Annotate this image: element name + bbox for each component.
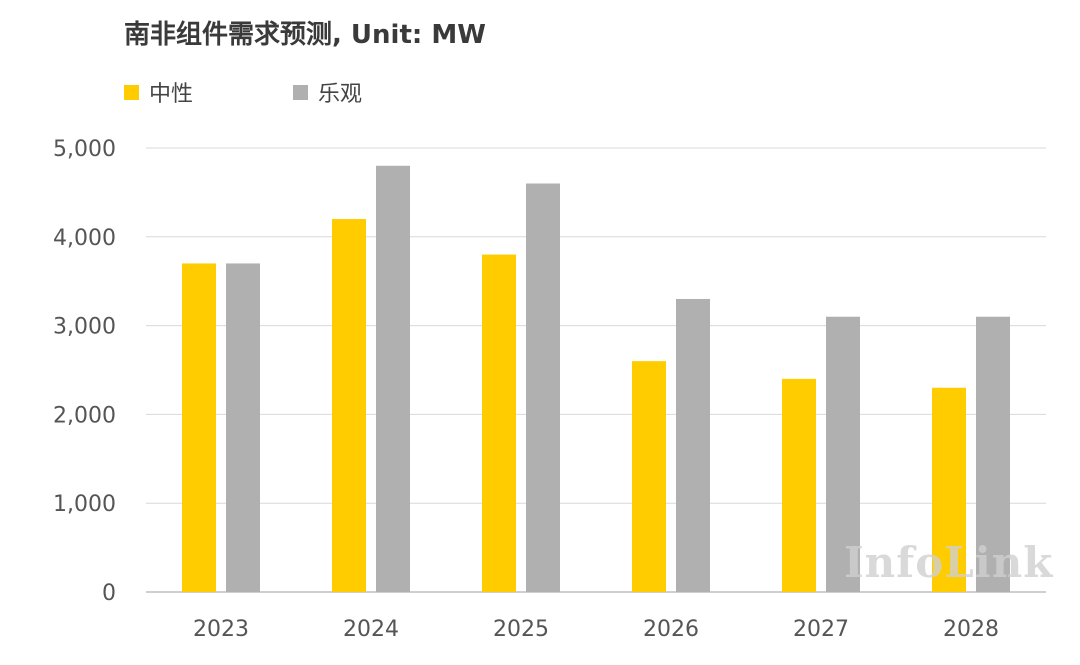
- bar-optimistic-2028: [976, 316, 1010, 592]
- y-tick-label: 0: [102, 581, 116, 606]
- y-tick-label: 1,000: [53, 492, 116, 517]
- x-tick-label: 2027: [793, 617, 849, 642]
- bar-neutral-2028: [932, 387, 966, 592]
- x-tick-label: 2023: [193, 617, 249, 642]
- legend-label-optimistic: 乐观: [318, 82, 363, 107]
- bar-neutral-2027: [782, 378, 816, 592]
- legend-item-neutral: 中性: [124, 76, 193, 108]
- x-tick-label: 2028: [943, 617, 999, 642]
- y-tick-label: 2,000: [53, 403, 116, 428]
- bar-optimistic-2026: [676, 298, 710, 592]
- y-tick-label: 3,000: [53, 315, 116, 340]
- x-tick-label: 2025: [493, 617, 549, 642]
- bar-neutral-2023: [182, 263, 216, 592]
- bar-optimistic-2023: [226, 263, 260, 592]
- legend-item-optimistic: 乐观: [293, 76, 362, 108]
- x-tick-label: 2024: [343, 617, 399, 642]
- watermark-logo: InfoLink: [844, 538, 1054, 587]
- y-tick-label: 5,000: [53, 137, 116, 162]
- bar-optimistic-2025: [526, 183, 560, 592]
- chart-title: 南非组件需求预测, Unit: MW: [124, 20, 486, 50]
- bar-optimistic-2024: [376, 165, 410, 592]
- x-axis-tick-labels: 2023 2024 2025 2026 2027 2028: [193, 617, 999, 642]
- bar-neutral-2026: [632, 361, 666, 592]
- legend-swatch-optimistic: [293, 84, 309, 100]
- grid-lines: [146, 147, 1046, 593]
- bar-neutral-2025: [482, 254, 516, 592]
- legend-label-neutral: 中性: [149, 82, 194, 107]
- legend-swatch-neutral: [124, 84, 139, 100]
- bar-optimistic-2027: [826, 316, 860, 592]
- y-tick-label: 4,000: [53, 226, 116, 251]
- x-tick-label: 2026: [643, 617, 699, 642]
- bars: [182, 165, 1010, 593]
- legend: 中性 乐观: [124, 76, 462, 108]
- y-axis-tick-labels: 0 1,000 2,000 3,000 4,000 5,000: [53, 137, 116, 606]
- bar-neutral-2024: [332, 219, 366, 593]
